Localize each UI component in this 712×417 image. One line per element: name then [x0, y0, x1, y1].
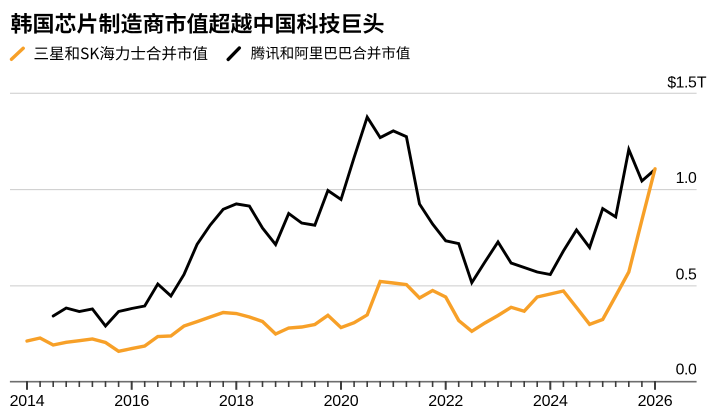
svg-text:2014: 2014 — [10, 393, 45, 410]
svg-text:2026: 2026 — [638, 393, 673, 410]
svg-text:2024: 2024 — [533, 393, 568, 410]
svg-text:2020: 2020 — [324, 393, 359, 410]
svg-text:0.0: 0.0 — [676, 362, 697, 379]
svg-text:1.0: 1.0 — [676, 170, 697, 187]
svg-text:2018: 2018 — [219, 393, 254, 410]
svg-text:0.5: 0.5 — [676, 266, 697, 283]
svg-text:2016: 2016 — [114, 393, 149, 410]
svg-text:T: T — [697, 75, 707, 92]
svg-text:$1.5: $1.5 — [667, 75, 697, 92]
svg-text:2022: 2022 — [428, 393, 463, 410]
